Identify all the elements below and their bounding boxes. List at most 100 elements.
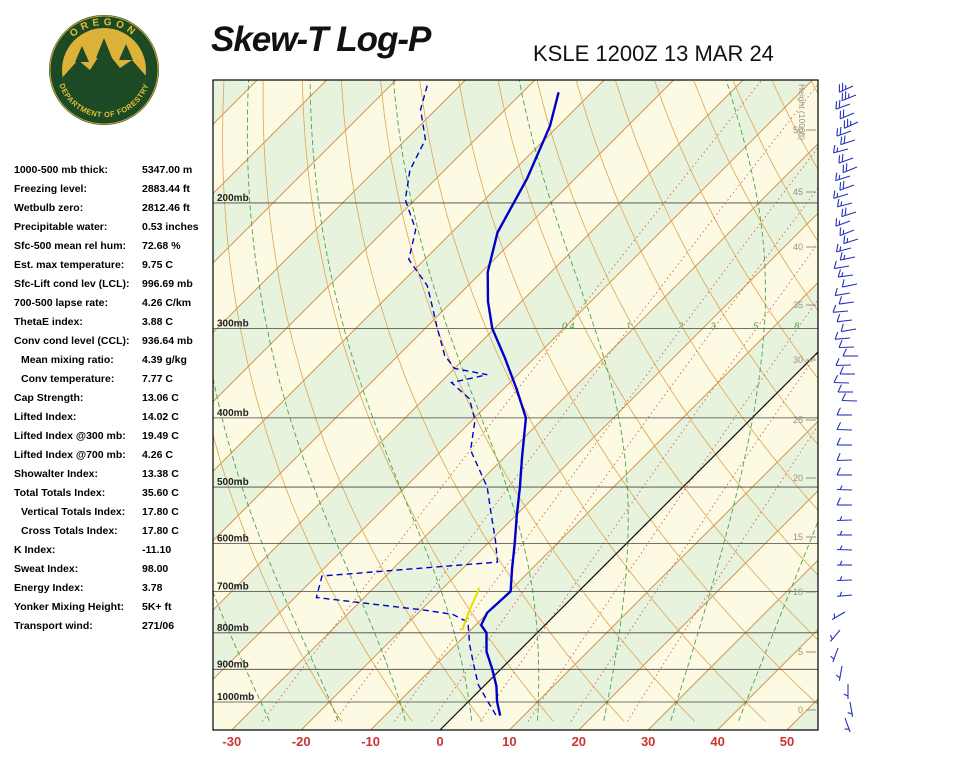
stat-value: 19.49 C: [142, 430, 179, 442]
wind-barb: [836, 452, 853, 462]
wind-barb: [836, 485, 853, 491]
wind-barb: [833, 260, 850, 270]
wind-barb: [841, 393, 858, 402]
stat-row: Lifted Index: 14.02 C: [14, 411, 219, 430]
wind-barb: [842, 348, 858, 357]
stat-label: Cross Totals Index:: [21, 525, 118, 537]
svg-text:300mb: 300mb: [217, 319, 249, 330]
wind-barb: [836, 437, 852, 446]
wind-barb: [839, 109, 855, 120]
stat-value: 7.77 C: [142, 373, 173, 385]
svg-text:-10: -10: [361, 734, 380, 749]
svg-text:25: 25: [793, 415, 803, 425]
stat-value: 996.69 mb: [142, 278, 193, 290]
stat-row: Showalter Index: 13.38 C: [14, 468, 219, 487]
stat-value: 17.80 C: [142, 525, 179, 537]
stat-label: 1000-500 mb thick:: [14, 164, 108, 176]
wind-barb: [836, 314, 853, 323]
wind-barb: [837, 560, 852, 566]
wind-barb: [835, 243, 852, 253]
wind-barb: [843, 118, 859, 129]
svg-text:1: 1: [626, 321, 631, 331]
svg-text:5: 5: [753, 321, 759, 331]
wind-barb: [838, 82, 854, 93]
svg-text:900mb: 900mb: [217, 659, 249, 670]
svg-text:0: 0: [798, 705, 803, 715]
stat-row: Mean mixing ratio: 4.39 g/kg: [14, 354, 219, 373]
stat-value: 35.60 C: [142, 487, 179, 499]
svg-text:0.4: 0.4: [562, 321, 575, 331]
wind-barb: [832, 304, 849, 313]
wind-barb: [842, 163, 858, 174]
wind-barb: [839, 252, 856, 261]
wind-barb: [833, 375, 850, 384]
wind-barb: [836, 516, 853, 522]
mixing-ratio-labels: 0.4 1 2 3 5 8: [562, 321, 799, 331]
stat-label: Precipitable water:: [14, 221, 108, 233]
wind-barb: [837, 530, 852, 536]
stat-value: -11.10: [142, 544, 172, 556]
svg-text:50: 50: [780, 734, 794, 749]
stat-row: Vertical Totals Index: 17.80 C: [14, 506, 219, 525]
svg-text:20: 20: [572, 734, 586, 749]
stat-row: Sfc-500 mean rel hum: 72.68 %: [14, 240, 219, 259]
stat-label: Sfc-500 mean rel hum:: [14, 240, 127, 252]
wind-barb: [835, 665, 843, 681]
stat-label: Vertical Totals Index:: [21, 506, 126, 518]
svg-text:700mb: 700mb: [217, 581, 249, 592]
svg-text:30: 30: [793, 355, 803, 365]
wind-barb: [836, 422, 853, 431]
pressure-labels: 200mb 300mb 400mb 500mb 600mb 700mb 800mb 900mb…: [217, 193, 254, 703]
logo-scene: [62, 38, 146, 112]
wind-barb: [832, 144, 849, 154]
wind-barb: [841, 279, 858, 288]
stat-label: Lifted Index @700 mb:: [14, 449, 126, 461]
svg-text:2: 2: [677, 321, 683, 331]
parcel-trace: [461, 587, 481, 631]
page-title: Skew-T Log-P: [211, 20, 431, 59]
stat-label: Freezing level:: [14, 183, 87, 195]
svg-text:8: 8: [794, 321, 799, 331]
svg-text:1000mb: 1000mb: [217, 692, 254, 703]
stat-row: K Index: -11.10: [14, 544, 219, 563]
stat-row: Sfc-Lift cond lev (LCL): 996.69 mb: [14, 278, 219, 297]
wind-barb: [847, 701, 854, 717]
stat-value: 98.00: [142, 563, 169, 575]
svg-text:10: 10: [793, 587, 803, 597]
svg-text:5: 5: [798, 647, 803, 657]
stat-row: Freezing level: 2883.44 ft: [14, 183, 219, 202]
stat-value: 936.64 mb: [142, 335, 193, 347]
wind-barb: [829, 629, 841, 642]
stat-value: 271/06: [142, 620, 175, 632]
wind-barb: [843, 235, 859, 245]
stat-label: Showalter Index:: [14, 468, 99, 480]
stat-label: Transport wind:: [14, 620, 93, 632]
svg-text:45: 45: [793, 187, 803, 197]
stat-label: Lifted Index:: [14, 411, 77, 423]
wind-barb: [836, 467, 852, 476]
wind-barb: [837, 384, 853, 393]
stat-row: Conv cond level (CCL): 936.64 mb: [14, 335, 219, 354]
wind-barb: [835, 99, 851, 110]
dewpoint-trace: [315, 85, 499, 716]
stat-label: Mean mixing ratio:: [21, 354, 114, 366]
stat-row: Total Totals Index: 35.60 C: [14, 487, 219, 506]
svg-text:200mb: 200mb: [217, 193, 249, 204]
stat-value: 4.39 g/kg: [142, 354, 187, 366]
svg-text:50: 50: [793, 125, 803, 135]
wind-barb: [835, 218, 851, 227]
stats-panel: 1000-500 mb thick: 5347.00 m Freezing leve…: [14, 164, 219, 639]
wind-barb: [831, 611, 846, 620]
wind-barb: [836, 497, 852, 506]
svg-text:10: 10: [502, 734, 516, 749]
stat-row: ThetaE index: 3.88 C: [14, 316, 219, 335]
svg-text:0: 0: [436, 734, 443, 749]
wind-barb: [839, 180, 855, 191]
stat-label: Wetbulb zero:: [14, 202, 84, 214]
stat-row: Cap Strength: 13.06 C: [14, 392, 219, 411]
wind-barb: [840, 323, 857, 333]
stat-value: 72.68 %: [142, 240, 181, 252]
